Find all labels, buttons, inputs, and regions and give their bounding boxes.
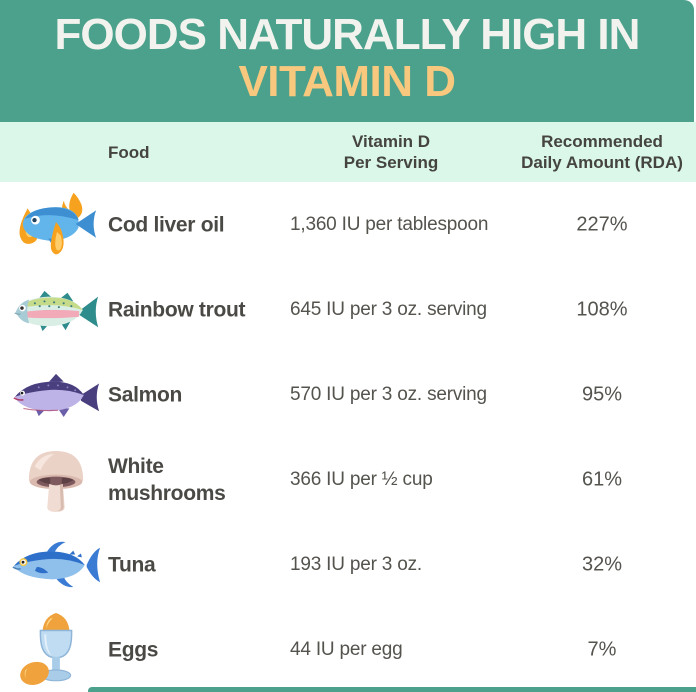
column-header-food: Food [108,143,150,162]
serving-value: 44 IU per egg [290,638,403,660]
food-table: Cod liver oil 1,360 IU per tablespoon 22… [0,182,696,692]
rda-value: 61% [581,468,623,490]
food-name: Salmon [108,383,183,406]
tuna-icon [8,527,104,603]
rda-value: 32% [581,553,623,575]
food-name: Tuna [108,553,156,576]
column-header-rda: Recommended Daily Amount (RDA) [521,132,683,172]
salmon-icon [8,357,104,433]
title-banner: FOODS NATURALLY HIGH IN VITAMIN D [0,0,694,122]
rda-value: 227% [576,213,628,235]
page-title-accent: VITAMIN D [238,57,456,106]
rda-value: 108% [576,298,628,320]
serving-value: 645 IU per 3 oz. serving [290,298,487,320]
column-header-serving: Vitamin D Per Serving [343,132,439,172]
table-row: Rainbow trout 645 IU per 3 oz. serving 1… [0,267,696,352]
rda-value: 95% [581,383,623,405]
table-row: Eggs 44 IU per egg 7% [0,607,696,692]
food-name: Eggs [108,638,159,661]
table-row: White mushrooms 366 IU per ½ cup 61% [0,437,696,522]
food-name: White mushrooms [108,454,226,505]
food-name: Cod liver oil [108,213,225,236]
rda-value: 7% [587,638,617,660]
table-header-row: Food Vitamin D Per Serving Recommended D… [0,122,696,182]
eggs-icon [8,612,104,688]
white-mushrooms-icon [8,442,104,518]
table-row: Salmon 570 IU per 3 oz. serving 95% [0,352,696,437]
table-row: Tuna 193 IU per 3 oz. 32% [0,522,696,607]
cod-liver-oil-icon [8,187,104,263]
next-section-accent-bar [88,687,696,692]
table-row: Cod liver oil 1,360 IU per tablespoon 22… [0,182,696,267]
rainbow-trout-icon [8,272,104,348]
serving-value: 1,360 IU per tablespoon [290,213,489,235]
serving-value: 193 IU per 3 oz. [290,553,422,575]
food-name: Rainbow trout [108,298,246,321]
page-title: FOODS NATURALLY HIGH IN [54,10,641,59]
serving-value: 570 IU per 3 oz. serving [290,383,487,405]
serving-value: 366 IU per ½ cup [290,468,433,490]
